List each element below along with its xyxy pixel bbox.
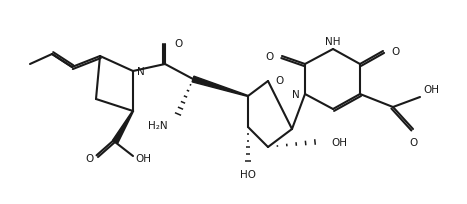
- Text: O: O: [174, 39, 182, 49]
- Polygon shape: [192, 77, 248, 97]
- Text: O: O: [266, 52, 274, 62]
- Text: N: N: [292, 90, 300, 100]
- Text: HO: HO: [240, 169, 256, 179]
- Text: O: O: [409, 137, 417, 147]
- Text: O: O: [391, 47, 399, 57]
- Text: O: O: [275, 76, 283, 86]
- Text: OH: OH: [423, 85, 439, 94]
- Text: H₂N: H₂N: [149, 120, 168, 130]
- Text: OH: OH: [135, 153, 151, 163]
- Text: O: O: [85, 153, 93, 163]
- Polygon shape: [113, 111, 134, 144]
- Text: NH: NH: [325, 37, 341, 47]
- Text: N: N: [137, 67, 145, 77]
- Text: OH: OH: [331, 137, 347, 147]
